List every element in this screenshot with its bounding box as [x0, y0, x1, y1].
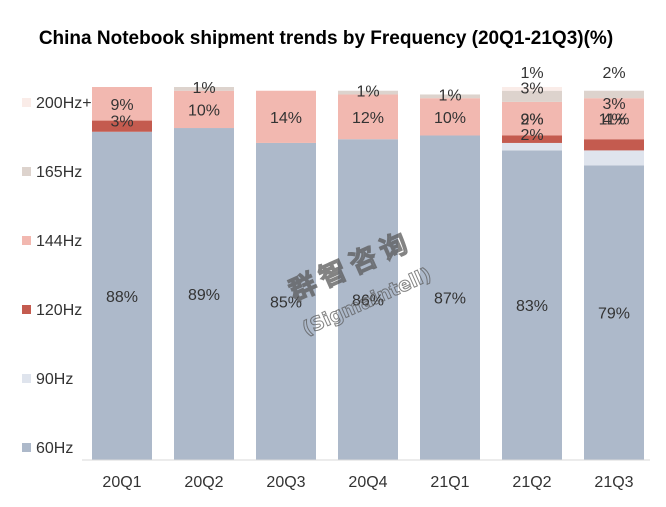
- bar-20q4-144hz: [338, 94, 398, 140]
- data-label-20q4-144hz: 12%: [352, 110, 384, 127]
- data-label-21q3-60hz: 79%: [598, 306, 630, 323]
- data-label-21q1-60hz: 87%: [434, 291, 466, 308]
- x-tick-21q1: 21Q1: [430, 474, 469, 491]
- bar-20q2-144hz: [174, 90, 234, 129]
- bar-20q1-144hz: [92, 87, 152, 121]
- legend-swatch-60hz: [22, 443, 31, 452]
- data-label-21q3-144hz: 11%: [599, 112, 630, 129]
- x-tick-21q2: 21Q2: [512, 474, 551, 491]
- chart-title: China Notebook shipment trends by Freque…: [39, 28, 613, 49]
- data-label-20q2-60hz: 89%: [188, 287, 220, 304]
- bar-20q1-120hz: [92, 120, 152, 132]
- bar-20q2-60hz: [174, 128, 234, 460]
- bar-21q2-144hz: [502, 101, 562, 136]
- legend-label-144hz: 144Hz: [36, 233, 82, 250]
- x-tick-20q3: 20Q3: [266, 474, 305, 491]
- bar-21q2-90hz: [502, 142, 562, 151]
- bar-20q4-60hz: [338, 139, 398, 460]
- legend-label-90hz: 90Hz: [36, 371, 73, 388]
- data-label-20q2-165hz: 1%: [192, 80, 215, 97]
- data-label-21q2-165hz: 3%: [520, 81, 543, 98]
- data-labels: 88%9%3%89%1%10%85%14%86%1%12%87%1%10%83%…: [106, 65, 630, 323]
- legend-label-165hz: 165Hz: [36, 164, 82, 181]
- bar-20q3-60hz: [256, 142, 316, 460]
- data-label-20q1-144hz: 9%: [110, 97, 133, 114]
- data-label-21q3-165hz: 2%: [602, 65, 625, 82]
- data-label-21q2-144hz: 9%: [520, 112, 543, 129]
- bar-20q1-60hz: [92, 131, 152, 460]
- legend-swatch-165hz: [22, 167, 31, 176]
- bar-20q2-165hz: [174, 87, 234, 91]
- bar-21q2-200hz: [502, 87, 562, 91]
- x-tick-labels: 20Q1 20Q2 20Q3 20Q4 21Q1 21Q2 21Q3: [102, 474, 633, 491]
- legend-swatch-90hz: [22, 374, 31, 383]
- data-label-20q3-60hz: 85%: [270, 294, 302, 311]
- bar-21q3-90hz: [584, 150, 644, 166]
- x-tick-20q2: 20Q2: [184, 474, 223, 491]
- data-label-21q2-120hz: 2%: [520, 112, 543, 129]
- data-label-20q1-60hz: 88%: [106, 289, 138, 306]
- legend-swatch-120hz: [22, 305, 31, 314]
- legend-label-200hz: 200Hz+: [36, 95, 92, 112]
- legend-label-60hz: 60Hz: [36, 440, 73, 457]
- x-tick-20q1: 20Q1: [102, 474, 141, 491]
- legend-swatch-144hz: [22, 236, 31, 245]
- bar-21q2-165hz: [502, 90, 562, 102]
- data-label-21q1-144hz: 10%: [434, 110, 466, 127]
- data-label-20q4-165hz: 1%: [356, 84, 379, 101]
- bar-21q3-60hz: [584, 165, 644, 460]
- data-label-21q2-200hz: 1%: [520, 65, 543, 82]
- bar-21q3-144hz: [584, 98, 644, 140]
- data-label-21q2-60hz: 83%: [516, 298, 548, 315]
- bar-20q4-165hz: [338, 90, 398, 95]
- bar-21q3-165hz: [584, 90, 644, 99]
- bar-21q2-60hz: [502, 150, 562, 460]
- legend: 200Hz+ 165Hz 144Hz 120Hz 90Hz 60Hz: [22, 95, 92, 457]
- legend-swatch-200hz: [22, 98, 31, 107]
- bars: [92, 87, 644, 461]
- bar-21q2-120hz: [502, 135, 562, 143]
- bar-21q1-60hz: [420, 135, 480, 461]
- data-label-21q3-120hz: 3%: [602, 96, 625, 113]
- data-label-21q2-90hz: 2%: [520, 127, 543, 144]
- legend-label-120hz: 120Hz: [36, 302, 82, 319]
- x-tick-21q3: 21Q3: [594, 474, 633, 491]
- data-label-20q1-120hz: 3%: [110, 114, 133, 131]
- x-tick-20q4: 20Q4: [348, 474, 387, 491]
- data-label-21q3-90hz: 4%: [602, 112, 625, 129]
- data-label-20q3-144hz: 14%: [270, 110, 302, 127]
- bar-20q3-144hz: [256, 90, 316, 143]
- bar-21q3-120hz: [584, 139, 644, 151]
- data-label-20q4-60hz: 86%: [352, 293, 384, 310]
- bar-21q1-165hz: [420, 94, 480, 99]
- data-label-20q2-144hz: 10%: [188, 102, 220, 119]
- bar-21q1-144hz: [420, 98, 480, 136]
- data-label-21q1-165hz: 1%: [438, 87, 461, 104]
